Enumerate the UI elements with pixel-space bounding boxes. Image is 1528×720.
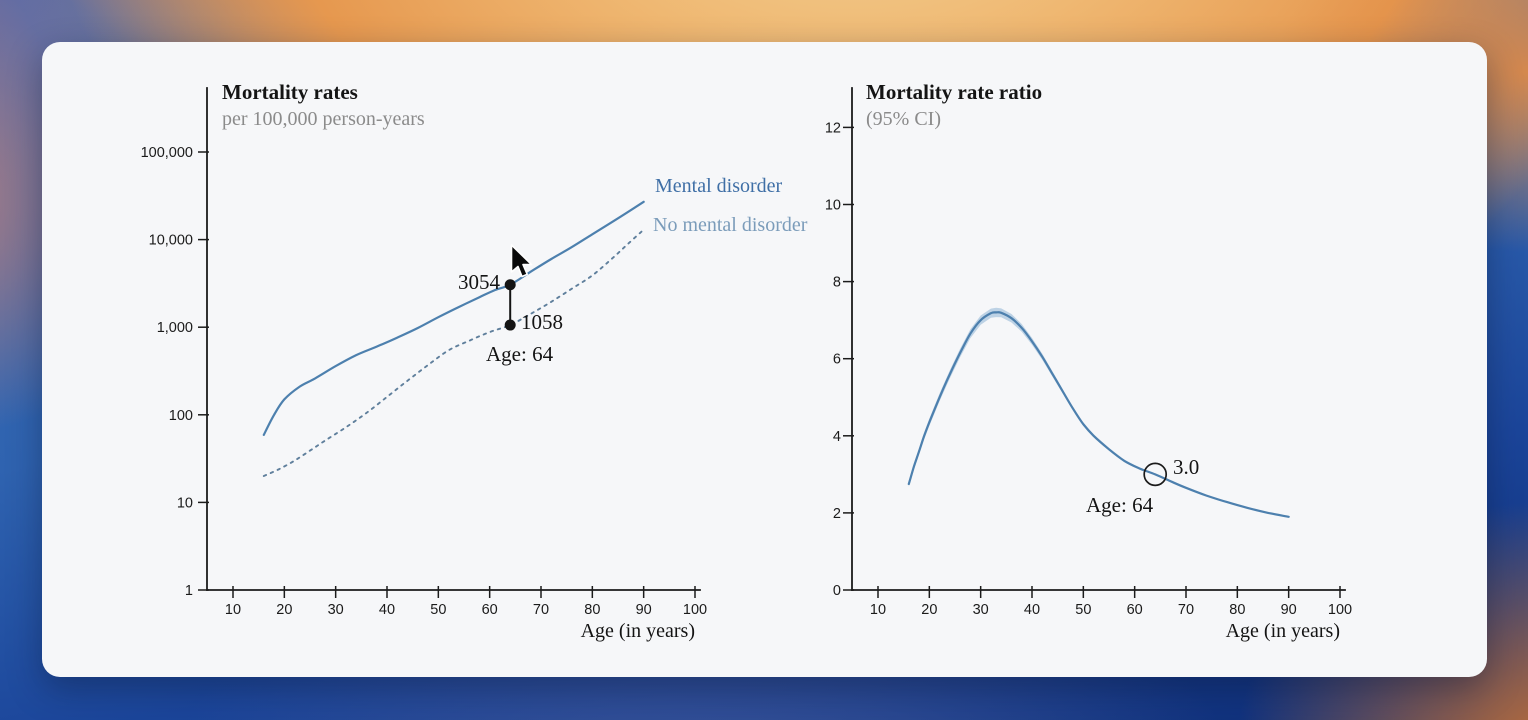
x-axis-tick-label: 70: [533, 602, 549, 618]
y-axis-tick-label: 8: [833, 275, 841, 291]
left-chart-title: Mortality rates: [222, 80, 358, 104]
charts-canvas: 10 20 30 40 50 60 70 80 90 1001101001,00010,00010…: [141, 87, 1352, 618]
x-axis-tick-label: 100: [1328, 602, 1352, 618]
x-axis-tick-label: 60: [1127, 602, 1143, 618]
right-chart-title: Mortality rate ratio: [866, 80, 1043, 104]
y-axis-tick-label: 6: [833, 352, 841, 368]
left-plot-area[interactable]: [207, 88, 700, 590]
mortality-rate-ratio-line: [907, 311, 1290, 518]
x-axis-tick-label: 20: [921, 602, 937, 618]
left-age-label: Age: 64: [486, 342, 554, 366]
right-x-axis-title: Age (in years): [1225, 620, 1340, 642]
x-axis-tick-label: 70: [1178, 602, 1194, 618]
y-axis-tick-label: 100: [169, 408, 193, 424]
x-axis-tick-label: 20: [276, 602, 292, 618]
x-axis-tick-label: 10: [225, 602, 241, 618]
y-axis-tick-label: 10: [825, 198, 841, 214]
chart-card: 10 20 30 40 50 60 70 80 90 100 1 10 100 1,000 10,000 10…: [42, 42, 1487, 677]
y-axis-tick-label: 1,000: [157, 320, 193, 336]
x-axis-tick-label: 30: [973, 602, 989, 618]
right-age-label: Age: 64: [1086, 493, 1154, 517]
legend-mental-disorder: Mental disorder: [655, 175, 783, 197]
right-chart-subtitle: (95% CI): [866, 108, 941, 130]
y-axis-tick-label: 12: [825, 120, 841, 136]
right-chart-axes: 10 20 30 40 50 60 70 80 90 100 0 2 4 6 8 10 12: [825, 87, 1352, 618]
mental-disorder-highlight-dot: [504, 279, 516, 291]
x-axis-tick-label: 100: [683, 602, 707, 618]
y-axis-tick-label: 4: [833, 429, 841, 445]
y-axis-tick-label: 10,000: [149, 233, 193, 249]
x-axis-tick-label: 60: [482, 602, 498, 618]
x-axis-tick-label: 80: [1229, 602, 1245, 618]
x-axis-tick-label: 80: [584, 602, 600, 618]
left-chart-subtitle: per 100,000 person-years: [222, 108, 425, 130]
left-x-axis-title: Age (in years): [580, 620, 695, 642]
y-axis-tick-label: 100,000: [141, 145, 193, 161]
x-axis-tick-label: 90: [636, 602, 652, 618]
x-axis-tick-label: 30: [328, 602, 344, 618]
mental-disorder-line: [262, 200, 645, 436]
y-axis-tick-label: 0: [833, 583, 841, 599]
x-axis-tick-label: 10: [870, 602, 886, 618]
ratio-value-label: 3.0: [1173, 455, 1200, 479]
ratio-highlight-circle: [1143, 462, 1168, 487]
x-axis-tick-label: 50: [430, 602, 446, 618]
x-axis-tick-label: 40: [1024, 602, 1040, 618]
y-axis-tick-label: 2: [833, 506, 841, 522]
x-axis-tick-label: 40: [379, 602, 395, 618]
y-axis-tick-label: 10: [177, 495, 193, 511]
x-axis-tick-label: 90: [1281, 602, 1297, 618]
left-chart-axes: 10 20 30 40 50 60 70 80 90 1001101001,00010,00010…: [141, 87, 707, 618]
x-axis-tick-label: 50: [1075, 602, 1091, 618]
no-mental-rate-value-label: 1058: [521, 310, 563, 334]
mental-rate-value-label: 3054: [458, 270, 500, 294]
legend-no-mental-disorder: No mental disorder: [653, 214, 808, 236]
no-mental-disorder-highlight-dot: [504, 319, 516, 331]
mouse-cursor-icon: [510, 244, 533, 278]
y-axis-tick-label: 1: [185, 583, 193, 599]
